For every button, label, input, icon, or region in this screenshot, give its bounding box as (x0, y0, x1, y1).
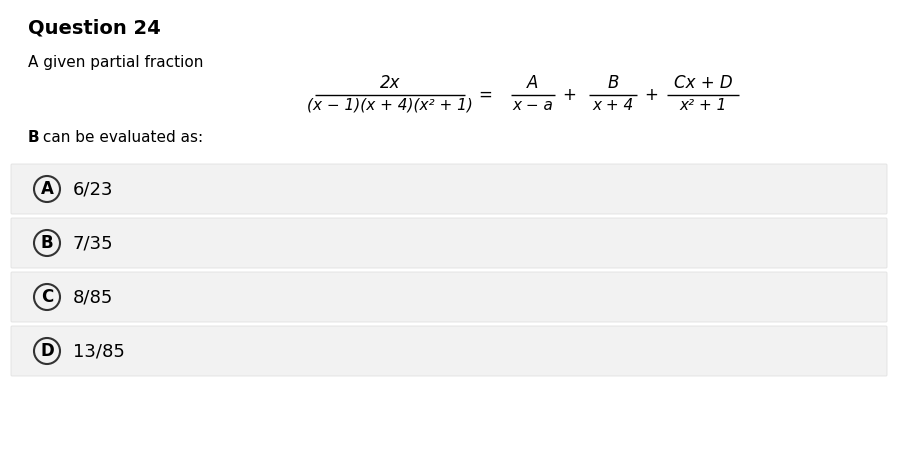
Text: 8/85: 8/85 (73, 288, 113, 306)
Text: B: B (40, 234, 53, 252)
FancyBboxPatch shape (11, 164, 887, 214)
Text: +: + (562, 86, 576, 104)
Text: x − a: x − a (513, 98, 553, 113)
Text: (x − 1)(x + 4)(x² + 1): (x − 1)(x + 4)(x² + 1) (307, 98, 473, 113)
Text: C: C (41, 288, 53, 306)
FancyBboxPatch shape (11, 218, 887, 268)
Text: 2x: 2x (380, 74, 401, 92)
FancyBboxPatch shape (11, 326, 887, 376)
Text: B: B (28, 130, 40, 145)
Text: Cx + D: Cx + D (674, 74, 732, 92)
Text: x + 4: x + 4 (593, 98, 634, 113)
Text: Question 24: Question 24 (28, 18, 161, 37)
Text: B: B (607, 74, 619, 92)
Text: +: + (644, 86, 658, 104)
Text: D: D (40, 342, 54, 360)
Text: 7/35: 7/35 (73, 234, 114, 252)
Text: x² + 1: x² + 1 (679, 98, 726, 113)
Text: can be evaluated as:: can be evaluated as: (38, 130, 203, 145)
Text: 13/85: 13/85 (73, 342, 125, 360)
Text: A: A (527, 74, 539, 92)
FancyBboxPatch shape (11, 272, 887, 322)
Text: =: = (478, 86, 492, 104)
Text: 6/23: 6/23 (73, 180, 113, 198)
Text: A: A (40, 180, 54, 198)
Text: A given partial fraction: A given partial fraction (28, 55, 203, 70)
